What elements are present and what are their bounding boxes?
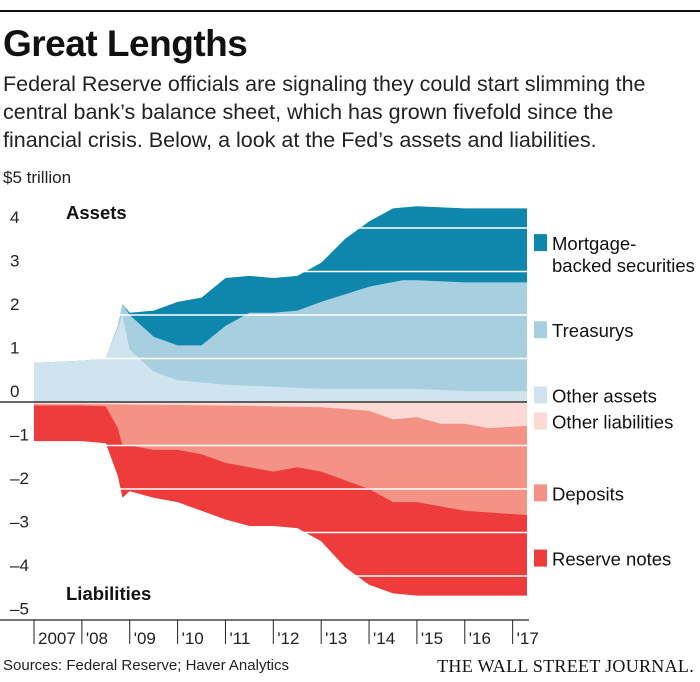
legend-label-other-assets: Other assets xyxy=(552,385,657,406)
y-axis-unit-label: $5 trillion xyxy=(3,168,71,187)
legend-label-line: Mortgage- xyxy=(552,233,636,254)
assets-area-other-assets xyxy=(34,315,527,402)
chart-subtitle: Federal Reserve officials are signaling … xyxy=(3,72,646,152)
liabilities-section-label: Liabilities xyxy=(66,583,151,604)
y-tick-label: 3 xyxy=(10,252,19,271)
legend-label-treasurys: Treasurys xyxy=(552,320,634,341)
legend-label-line: Reserve notes xyxy=(552,549,671,570)
y-tick-label: 2 xyxy=(10,295,19,314)
legend-swatch-reserve-notes xyxy=(534,549,547,567)
x-tick-label: '17 xyxy=(517,629,539,648)
x-tick-label: '13 xyxy=(325,629,347,648)
x-tick-label: '10 xyxy=(182,629,204,648)
legend-swatch-other-liabilities xyxy=(534,412,547,430)
sources-note: Sources: Federal Reserve; Haver Analytic… xyxy=(3,657,289,674)
top-rule xyxy=(0,10,700,12)
x-tick-label: '09 xyxy=(134,629,156,648)
legend-label-line: Treasurys xyxy=(552,320,634,341)
legend-label-line: backed securities xyxy=(552,255,695,276)
legend-label-reserve-notes: Reserve notes xyxy=(552,549,671,570)
x-tick-label: 2007 xyxy=(38,629,76,648)
y-tick-label: –1 xyxy=(10,426,29,445)
legend-label-mortgage-backed-securities: Mortgage-backed securities xyxy=(552,233,695,276)
legend-label-deposits: Deposits xyxy=(552,483,624,504)
y-tick-label: –3 xyxy=(10,513,29,532)
legend-swatch-other-assets xyxy=(534,386,547,404)
y-tick-label: –4 xyxy=(10,556,29,575)
chart-title: Great Lengths xyxy=(3,23,248,64)
liabilities-area-deposits xyxy=(34,402,527,516)
x-tick-label: '08 xyxy=(86,629,108,648)
legend-label-line: Deposits xyxy=(552,483,624,504)
liabilities-area-other-liabilities xyxy=(34,402,527,429)
x-tick-label: '11 xyxy=(229,629,250,648)
x-tick-label: '14 xyxy=(373,629,395,648)
y-tick-label: 4 xyxy=(10,208,19,227)
x-tick-label: '15 xyxy=(421,629,443,648)
assets-section-label: Assets xyxy=(66,202,127,223)
y-tick-label: 1 xyxy=(10,339,19,358)
y-tick-label: –5 xyxy=(10,600,29,619)
legend-label-other-liabilities: Other liabilities xyxy=(552,412,673,433)
y-tick-label: 0 xyxy=(10,382,19,401)
x-tick-label: '12 xyxy=(277,629,299,648)
publisher-logo: THE WALL STREET JOURNAL. xyxy=(437,656,694,676)
legend-label-line: Other assets xyxy=(552,385,657,406)
x-tick-label: '16 xyxy=(469,629,491,648)
assets-area-treasurys xyxy=(34,280,527,402)
legend-swatch-deposits xyxy=(534,484,547,502)
legend-swatch-treasurys xyxy=(534,321,547,339)
legend-label-line: Other liabilities xyxy=(552,412,673,433)
legend-swatch-mortgage-backed-securities xyxy=(534,234,547,252)
y-tick-label: –2 xyxy=(10,469,29,488)
